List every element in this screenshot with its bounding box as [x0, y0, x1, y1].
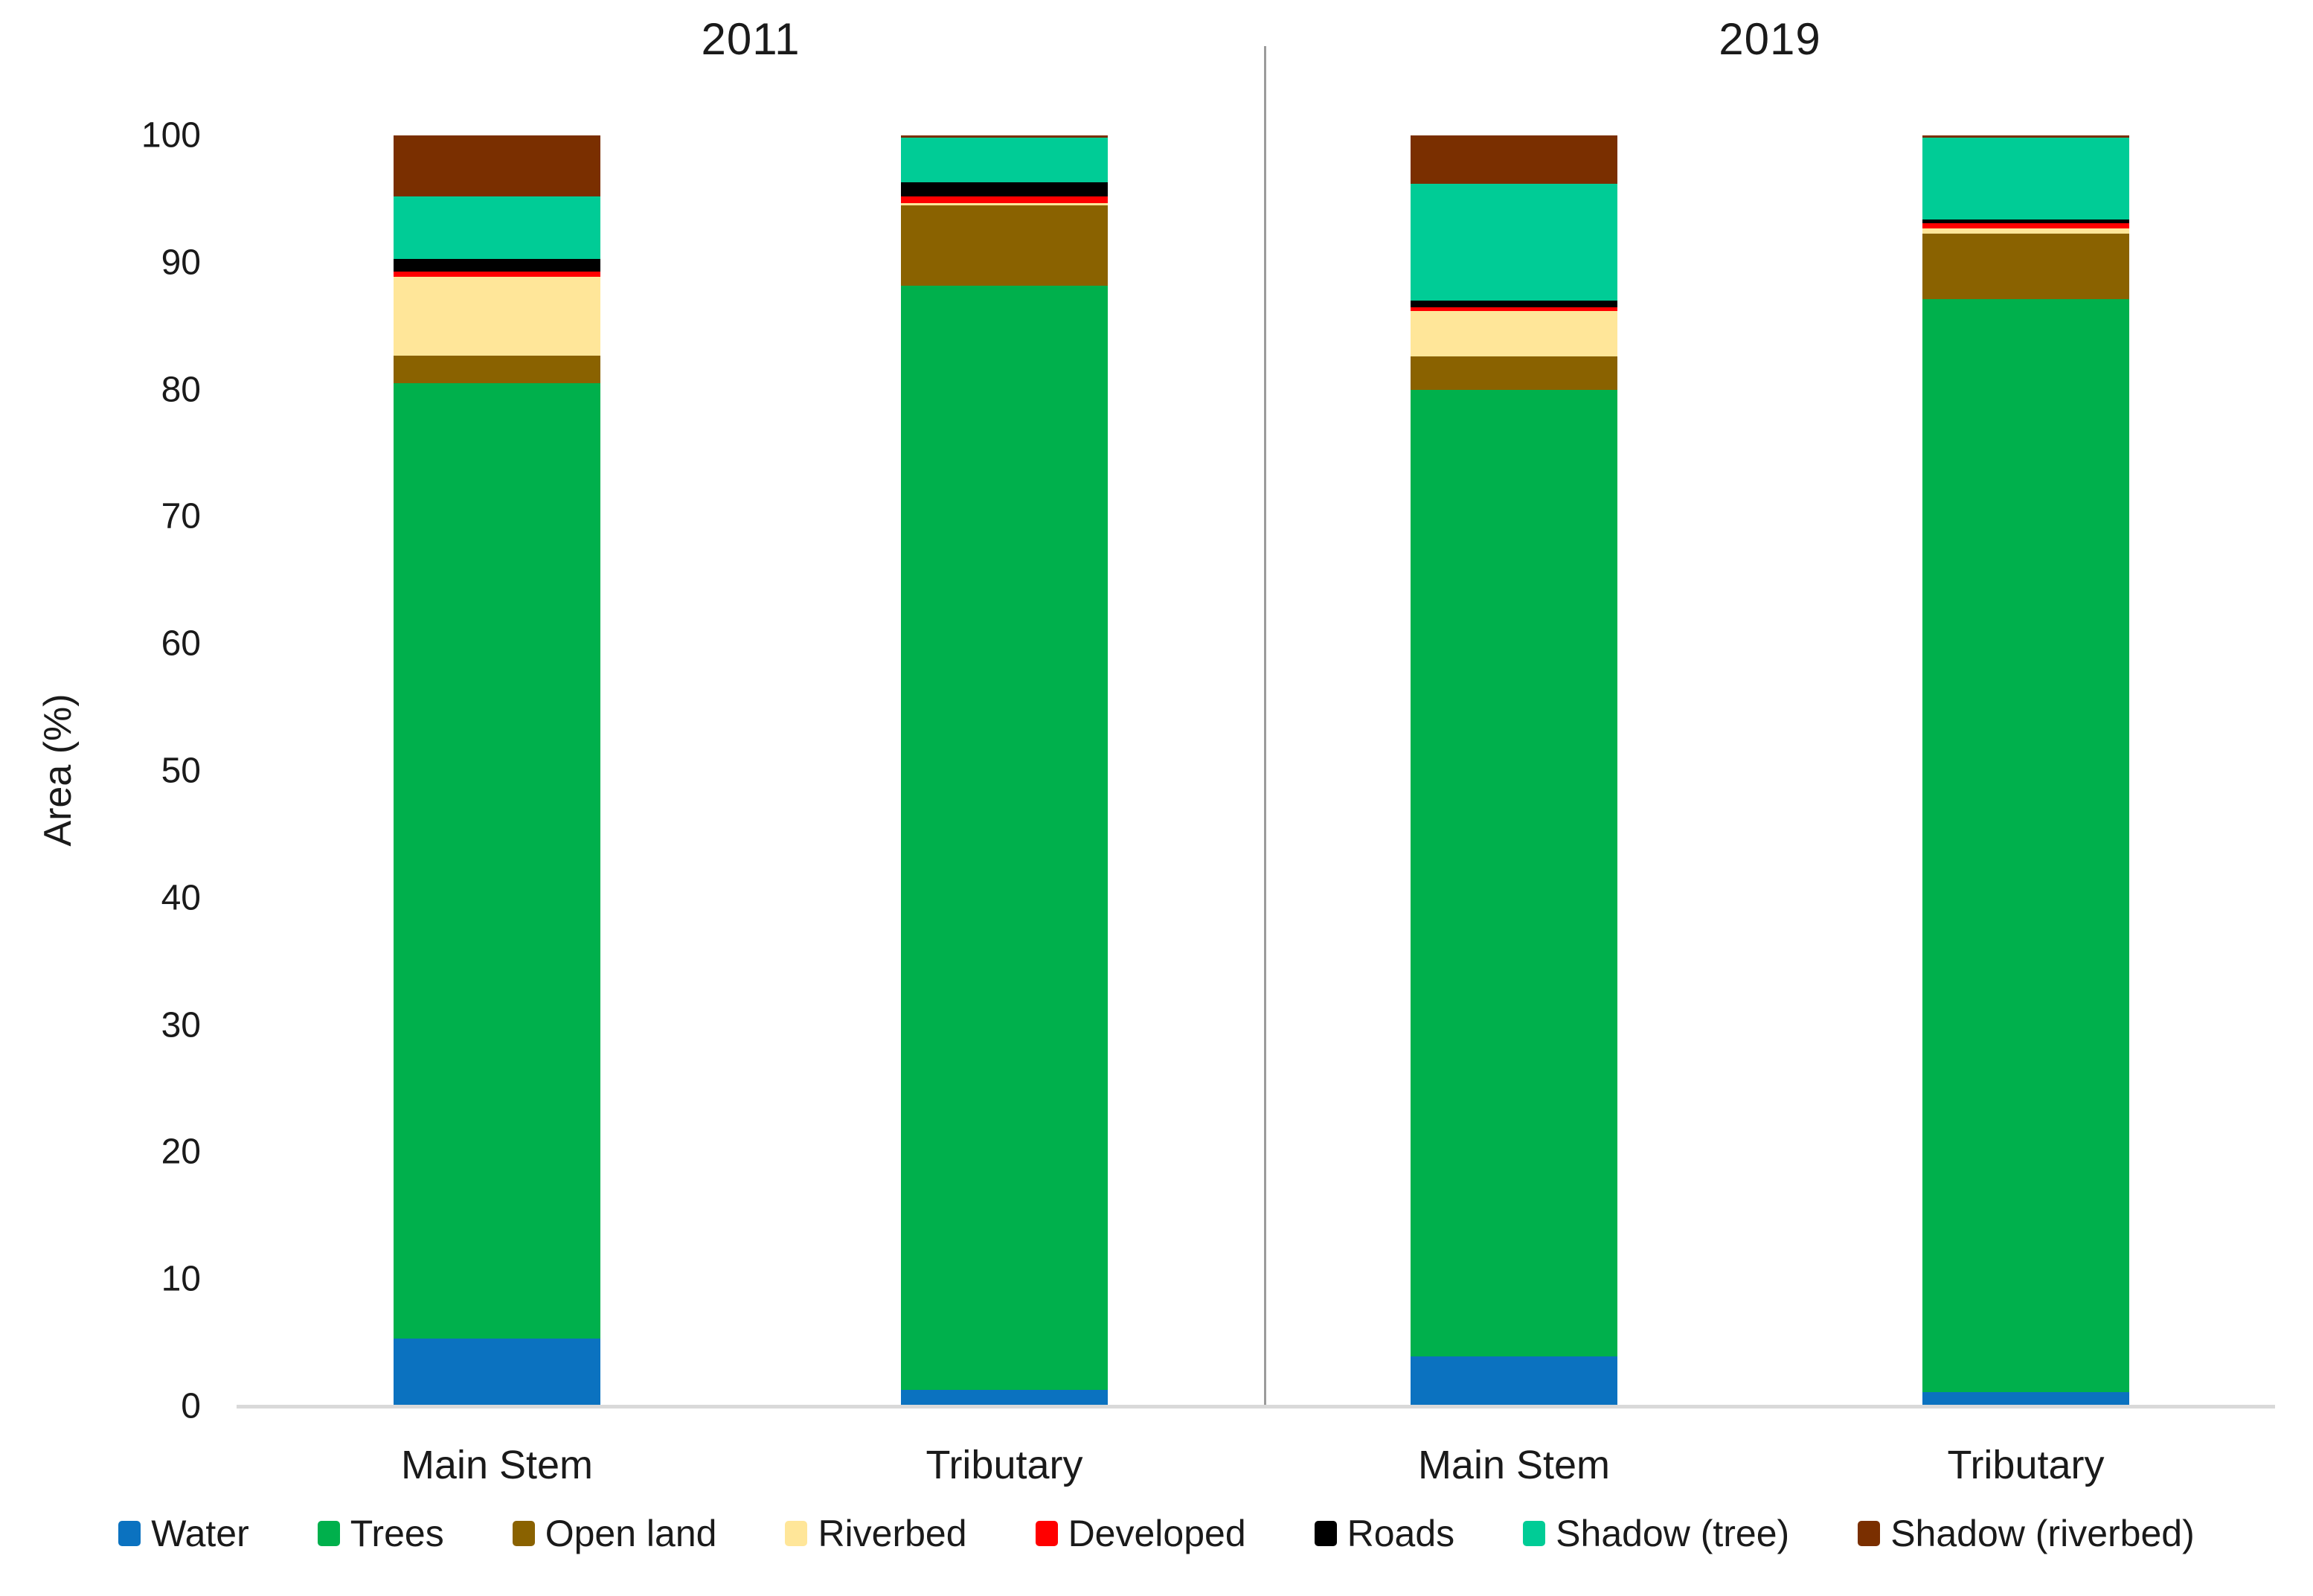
x-axis-label: Tributary [818, 1442, 1190, 1488]
legend-swatch-icon [1315, 1521, 1337, 1546]
bar-segment-trees [1922, 299, 2129, 1392]
legend-item-trees: Trees [318, 1512, 444, 1555]
legend-swatch-icon [785, 1521, 807, 1546]
legend-label: Shadow (riverbed) [1890, 1512, 2195, 1555]
x-axis-label: Main Stem [311, 1442, 683, 1488]
bar-segment-developed [394, 272, 600, 277]
legend-label: Water [151, 1512, 249, 1555]
bar-segment-water [901, 1390, 1108, 1406]
bar-tributary-3 [1922, 135, 2129, 1406]
legend-swatch-icon [513, 1521, 535, 1546]
bar-main-stem-2 [1411, 135, 1617, 1406]
legend-item-riverbed: Riverbed [785, 1512, 966, 1555]
bar-main-stem-0 [394, 135, 600, 1406]
legend-label: Open land [545, 1512, 717, 1555]
x-axis-label: Main Stem [1328, 1442, 1700, 1488]
stacked-bar-chart: Area (%) 2011 2019 010203040506070809010… [0, 0, 2313, 1596]
legend-item-shadow-riverbed-: Shadow (riverbed) [1858, 1512, 2195, 1555]
bar-segment-shadow-tree- [901, 138, 1108, 182]
bar-segment-shadow-tree- [394, 196, 600, 259]
legend-item-open-land: Open land [513, 1512, 717, 1555]
bar-segment-open-land [1411, 356, 1617, 389]
legend-label: Riverbed [818, 1512, 966, 1555]
legend-label: Trees [350, 1512, 444, 1555]
legend-item-water: Water [118, 1512, 249, 1555]
legend-swatch-icon [1523, 1521, 1545, 1546]
bar-segment-shadow-riverbed- [1411, 135, 1617, 184]
legend-label: Developed [1068, 1512, 1246, 1555]
bar-segment-shadow-riverbed- [394, 135, 600, 196]
bar-segment-developed [901, 196, 1108, 203]
plot-area [0, 135, 2313, 1406]
bar-segment-riverbed [1411, 311, 1617, 356]
bar-tributary-1 [901, 135, 1108, 1406]
bar-segment-developed [1922, 223, 2129, 228]
panel-title-2011: 2011 [602, 13, 899, 65]
x-axis-label: Tributary [1840, 1442, 2212, 1488]
bar-segment-trees [1411, 390, 1617, 1357]
bar-segment-roads [394, 259, 600, 272]
bar-segment-open-land [394, 356, 600, 384]
legend: Water Trees Open land Riverbed Developed Road… [0, 1512, 2313, 1555]
panel-title-2019: 2019 [1621, 13, 1919, 65]
legend-label: Shadow (tree) [1556, 1512, 1789, 1555]
bar-segment-riverbed [394, 277, 600, 356]
bar-segment-riverbed [1922, 228, 2129, 234]
legend-item-shadow-tree-: Shadow (tree) [1523, 1512, 1789, 1555]
legend-swatch-icon [118, 1521, 141, 1546]
bar-segment-roads [1411, 301, 1617, 307]
bar-segment-trees [394, 383, 600, 1339]
x-axis-line [237, 1405, 2275, 1408]
bar-segment-water [1411, 1356, 1617, 1406]
bar-segment-open-land [1922, 234, 2129, 300]
legend-swatch-icon [1036, 1521, 1058, 1546]
legend-item-roads: Roads [1315, 1512, 1455, 1555]
legend-swatch-icon [1858, 1521, 1880, 1546]
bar-segment-trees [901, 286, 1108, 1390]
legend-swatch-icon [318, 1521, 340, 1546]
bar-segment-open-land [901, 205, 1108, 286]
legend-item-developed: Developed [1036, 1512, 1246, 1555]
bar-segment-water [394, 1339, 600, 1406]
bar-segment-roads [901, 182, 1108, 196]
legend-label: Roads [1347, 1512, 1455, 1555]
bar-segment-shadow-tree- [1922, 138, 2129, 219]
bar-segment-shadow-tree- [1411, 184, 1617, 301]
